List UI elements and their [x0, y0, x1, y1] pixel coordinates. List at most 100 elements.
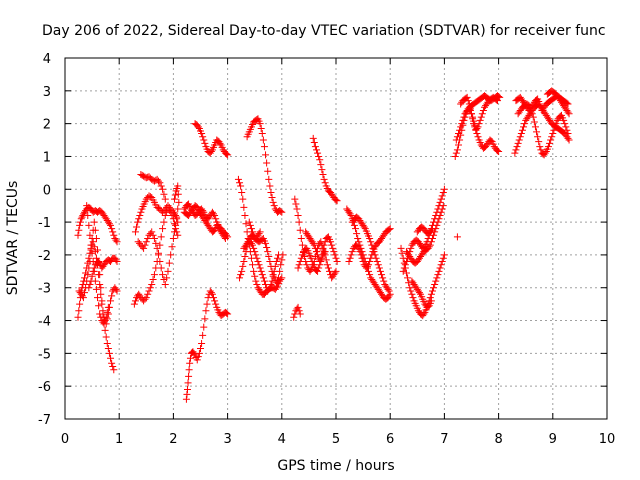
data-point: [148, 228, 156, 236]
data-point: [317, 257, 325, 265]
data-point: [469, 115, 477, 123]
data-point: [260, 143, 268, 151]
data-point: [198, 340, 206, 348]
data-point: [169, 235, 177, 242]
data-point: [253, 254, 261, 262]
data-point: [358, 254, 366, 262]
data-point: [95, 302, 103, 310]
data-point: [365, 261, 373, 269]
data-point: [296, 310, 304, 318]
data-point: [102, 333, 110, 341]
data-point: [345, 257, 353, 265]
x-tick-label: 1: [115, 432, 123, 447]
data-point: [170, 228, 178, 236]
data-point: [199, 331, 207, 339]
data-point: [240, 203, 248, 211]
data-point: [194, 123, 202, 131]
data-point: [259, 136, 267, 144]
data-point: [86, 231, 94, 239]
data-point: [264, 167, 272, 175]
axis-ticks: 0 1 2 3 4 5 6 7 8 9 10 -7 -6 -5 -4 -3 -2 -1 0 1 2 3 4: [38, 52, 615, 447]
data-point: [266, 284, 274, 292]
data-point: [385, 225, 393, 233]
data-point: [265, 175, 273, 183]
data-point: [439, 189, 447, 197]
data-point: [402, 269, 410, 277]
data-point: [186, 359, 194, 367]
data-point: [255, 261, 263, 269]
x-tick-label: 7: [440, 432, 448, 447]
data-point: [407, 287, 415, 295]
data-point: [242, 220, 250, 228]
data-point: [438, 257, 446, 265]
data-point: [548, 133, 556, 141]
x-tick-label: 10: [599, 432, 616, 447]
data-point: [494, 97, 502, 105]
data-point: [459, 116, 467, 124]
data-point: [90, 267, 98, 275]
y-tick-label: -3: [38, 282, 51, 297]
data-point: [90, 243, 98, 251]
data-point: [96, 280, 104, 288]
data-point: [527, 107, 535, 115]
data-point: [161, 280, 169, 288]
data-point: [170, 220, 178, 228]
data-point: [85, 221, 93, 229]
data-point: [295, 307, 303, 315]
data-point: [136, 212, 144, 220]
data-point: [385, 287, 393, 295]
x-tick-label: 9: [549, 432, 557, 447]
series-s13: [180, 202, 229, 242]
data-point: [97, 290, 105, 298]
data-point: [277, 261, 285, 269]
data-point: [435, 267, 443, 275]
data-point: [331, 251, 339, 259]
data-point: [112, 285, 120, 293]
data-point: [262, 151, 270, 159]
data-point: [552, 120, 560, 128]
data-point: [511, 149, 519, 157]
data-point: [236, 179, 244, 187]
data-point: [159, 185, 167, 193]
data-point: [354, 235, 362, 242]
data-point: [174, 190, 182, 198]
data-point: [549, 129, 557, 137]
x-tick-label: 0: [61, 432, 69, 447]
y-tick-label: 0: [43, 183, 51, 198]
data-point: [203, 300, 211, 308]
data-point: [96, 310, 104, 318]
data-point: [268, 193, 276, 201]
series-s1: [74, 203, 121, 246]
data-point: [249, 261, 257, 269]
x-axis-label: GPS time / hours: [277, 458, 394, 474]
data-point: [294, 303, 302, 311]
data-point: [194, 353, 202, 361]
data-point: [258, 129, 266, 137]
data-point: [453, 146, 461, 154]
data-point: [535, 138, 543, 146]
data-point: [159, 271, 167, 279]
data-point: [352, 225, 360, 233]
data-point: [475, 120, 483, 128]
data-point: [564, 108, 572, 116]
data-point: [256, 228, 264, 236]
data-point: [333, 257, 341, 265]
data-point: [425, 243, 433, 251]
data-point: [85, 284, 93, 292]
data-point: [142, 238, 150, 246]
data-point: [431, 280, 439, 288]
data-point: [479, 107, 487, 115]
data-point: [544, 143, 552, 151]
data-point: [536, 100, 544, 108]
data-point: [437, 195, 445, 203]
data-point: [144, 235, 152, 242]
data-point: [224, 310, 232, 318]
data-point: [262, 239, 270, 247]
data-point: [295, 218, 303, 226]
data-point: [404, 274, 412, 282]
data-point: [310, 241, 318, 249]
y-tick-label: -4: [38, 315, 51, 330]
data-point: [296, 226, 304, 234]
data-point: [174, 231, 182, 239]
data-point: [426, 241, 434, 249]
